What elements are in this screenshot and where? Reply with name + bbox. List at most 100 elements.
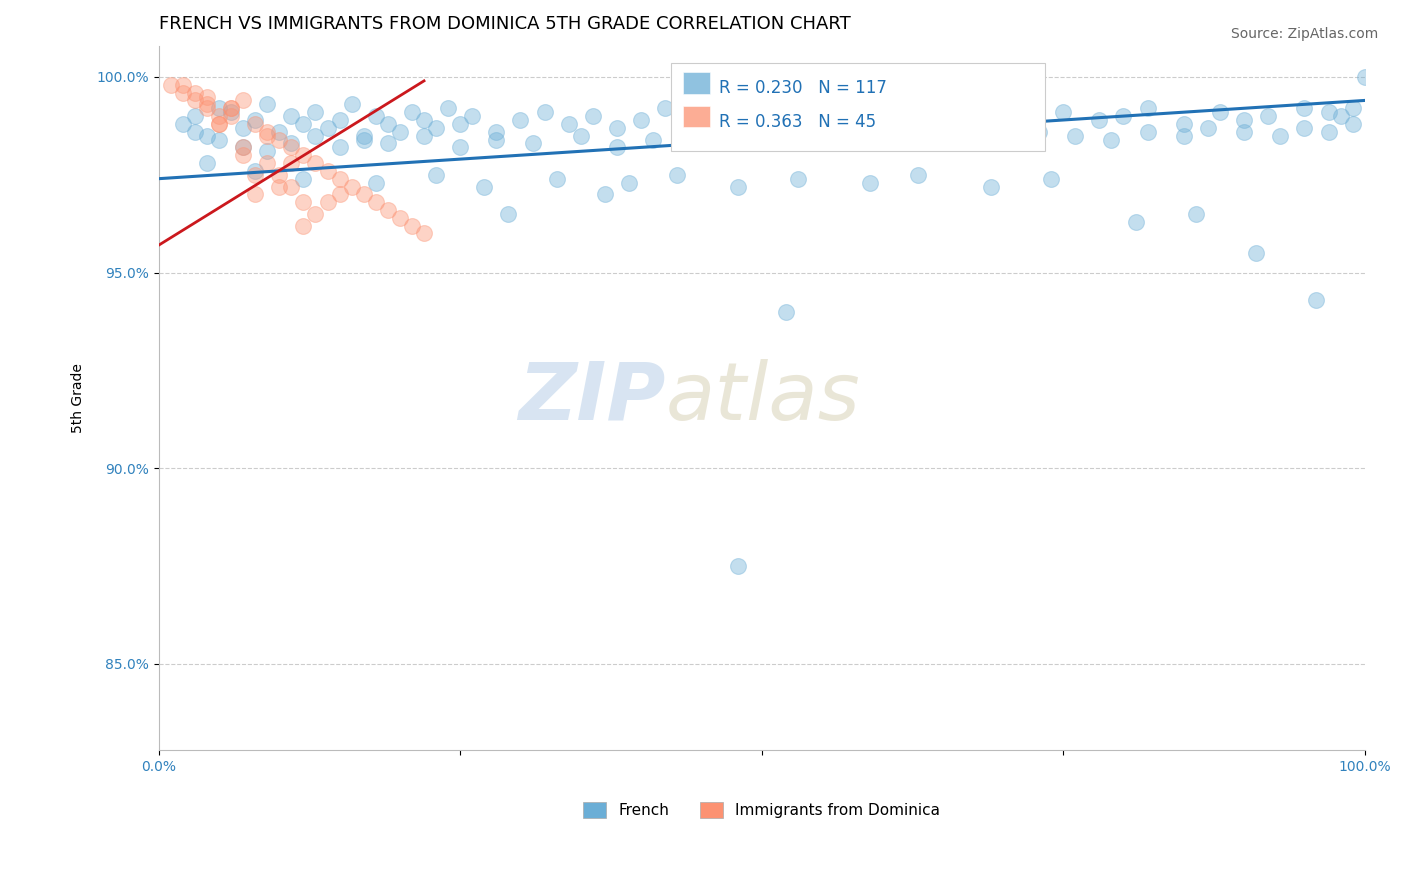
Point <box>292 171 315 186</box>
Point <box>353 128 375 143</box>
Point <box>1088 113 1111 128</box>
Point <box>846 128 869 143</box>
Point <box>292 117 315 131</box>
Point <box>1099 132 1122 146</box>
Point <box>184 86 207 100</box>
Point <box>256 128 278 143</box>
Point <box>232 140 254 154</box>
Point <box>364 195 387 210</box>
Point <box>1125 215 1147 229</box>
Point <box>243 187 266 202</box>
Point <box>799 136 821 151</box>
Point <box>243 113 266 128</box>
Point <box>304 156 326 170</box>
Point <box>269 179 291 194</box>
Point <box>1197 120 1219 135</box>
Point <box>340 179 363 194</box>
Point <box>461 109 484 123</box>
Point <box>232 148 254 162</box>
Point <box>208 117 231 131</box>
Point <box>304 207 326 221</box>
Point <box>172 86 194 100</box>
Point <box>256 97 278 112</box>
Point <box>232 140 254 154</box>
Point <box>775 304 797 318</box>
Point <box>509 113 531 128</box>
Point <box>195 97 218 112</box>
Point <box>811 113 834 128</box>
Point <box>159 78 181 92</box>
Point <box>654 101 676 115</box>
Point <box>269 168 291 182</box>
Point <box>727 559 749 574</box>
Point <box>329 187 352 202</box>
Point <box>1040 171 1063 186</box>
Point <box>1244 246 1267 260</box>
Point <box>714 128 737 143</box>
Point <box>184 94 207 108</box>
Point <box>377 117 399 131</box>
Point <box>219 101 242 115</box>
Point <box>256 125 278 139</box>
FancyBboxPatch shape <box>683 72 710 94</box>
Y-axis label: 5th Grade: 5th Grade <box>72 363 86 433</box>
Point <box>643 132 665 146</box>
Point <box>280 136 302 151</box>
Point <box>1317 105 1340 120</box>
Point <box>1341 117 1364 131</box>
Point <box>1257 109 1279 123</box>
Point <box>316 120 339 135</box>
Point <box>364 176 387 190</box>
Point <box>401 219 423 233</box>
Point <box>522 136 544 151</box>
Point <box>546 171 568 186</box>
Point <box>437 101 460 115</box>
Point <box>1015 117 1038 131</box>
Point <box>485 125 508 139</box>
Point <box>329 171 352 186</box>
Point <box>751 109 773 123</box>
Point <box>1294 101 1316 115</box>
Point <box>353 187 375 202</box>
Point <box>931 113 953 128</box>
Point <box>329 113 352 128</box>
Point <box>280 140 302 154</box>
Point <box>340 97 363 112</box>
Point <box>762 132 785 146</box>
Point <box>1028 125 1050 139</box>
Point <box>1270 128 1292 143</box>
Point <box>243 117 266 131</box>
Point <box>727 179 749 194</box>
Point <box>907 168 929 182</box>
Point <box>425 120 447 135</box>
Point <box>208 117 231 131</box>
Point <box>449 140 471 154</box>
Point <box>184 109 207 123</box>
Point <box>1294 120 1316 135</box>
Point <box>690 117 713 131</box>
Legend: French, Immigrants from Dominica: French, Immigrants from Dominica <box>578 797 946 824</box>
Point <box>896 105 918 120</box>
Point <box>195 156 218 170</box>
Point <box>184 125 207 139</box>
Point <box>219 105 242 120</box>
Text: R = 0.363   N = 45: R = 0.363 N = 45 <box>720 112 876 130</box>
Text: R = 0.230   N = 117: R = 0.230 N = 117 <box>720 79 887 97</box>
Point <box>1173 128 1195 143</box>
Point <box>967 109 990 123</box>
FancyBboxPatch shape <box>671 63 1045 152</box>
Point <box>678 136 700 151</box>
Text: Source: ZipAtlas.com: Source: ZipAtlas.com <box>1230 27 1378 41</box>
Point <box>208 101 231 115</box>
Point <box>1185 207 1208 221</box>
Point <box>630 113 652 128</box>
Point <box>558 117 581 131</box>
Text: FRENCH VS IMMIGRANTS FROM DOMINICA 5TH GRADE CORRELATION CHART: FRENCH VS IMMIGRANTS FROM DOMINICA 5TH G… <box>159 15 851 33</box>
Point <box>1305 293 1327 307</box>
Point <box>292 219 315 233</box>
Point <box>1209 105 1232 120</box>
Point <box>353 132 375 146</box>
Point <box>243 164 266 178</box>
Point <box>219 101 242 115</box>
Point <box>304 128 326 143</box>
